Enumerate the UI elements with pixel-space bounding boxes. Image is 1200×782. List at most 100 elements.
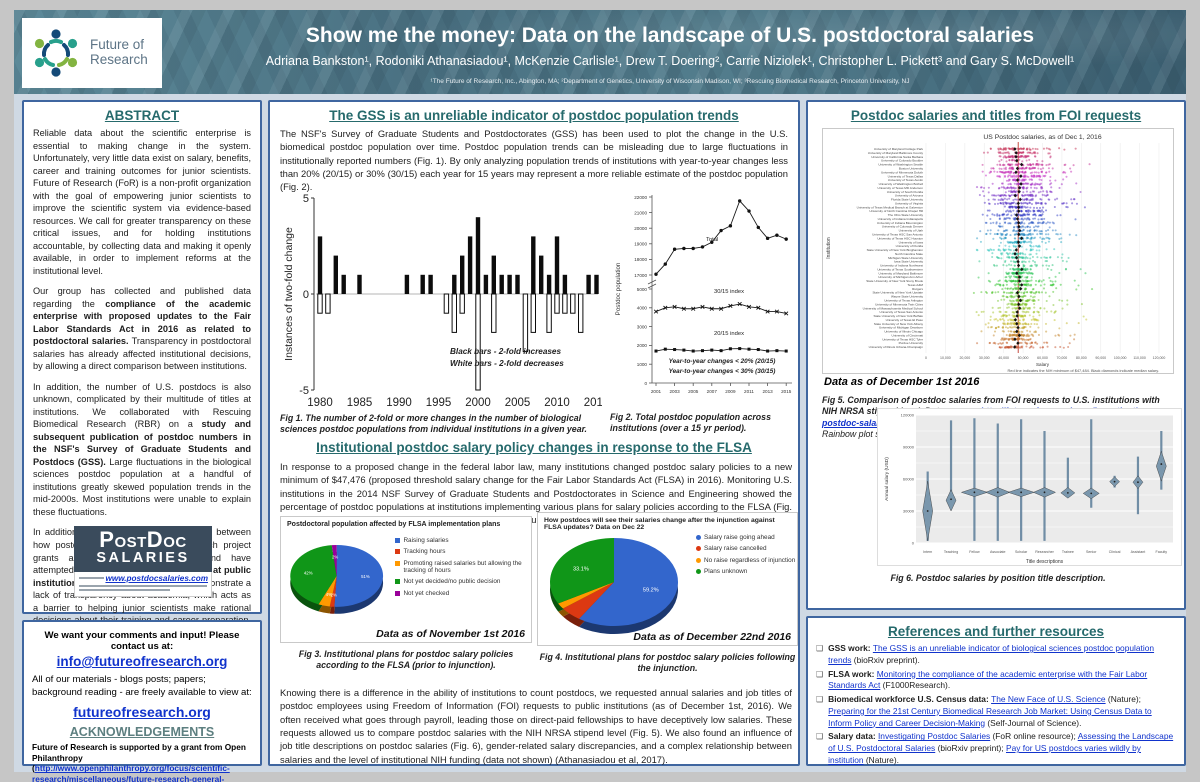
- fine-print-line: [79, 588, 170, 591]
- fig5-data-as-of: Data as of December 1st 2016: [824, 376, 980, 388]
- svg-text:Wayne State University: Wayne State University: [891, 295, 923, 299]
- svg-text:0: 0: [303, 289, 309, 301]
- fig3-data-as-of: Data as of November 1st 2016: [376, 628, 525, 640]
- svg-text:5: 5: [303, 193, 309, 205]
- acknowledgements-text: Future of Research is supported by a gra…: [32, 742, 252, 782]
- svg-text:1995: 1995: [426, 397, 452, 409]
- inline-link[interactable]: Pay for US postdocs varies wildly by ins…: [828, 743, 1141, 765]
- svg-text:40,000: 40,000: [998, 356, 1009, 360]
- inline-link[interactable]: Assessing the Landscape of U.S. Postdoct…: [828, 731, 1174, 754]
- foi-section-heading: Postdoc salaries and titles from FOI req…: [850, 108, 1142, 123]
- abstract-paragraph: Reliable data about the scientific enter…: [33, 128, 251, 276]
- legend-item: No raise regardless of injunction: [696, 557, 795, 564]
- legend-item: Raising salaries: [395, 537, 531, 544]
- svg-text:0: 0: [644, 381, 647, 386]
- svg-text:University of Minnesota Duluth: University of Minnesota Duluth: [881, 170, 923, 174]
- svg-text:18000: 18000: [634, 257, 647, 262]
- poster-affiliations: ¹The Future of Research, Inc., Abington,…: [430, 78, 910, 85]
- fine-print-line: [79, 577, 105, 580]
- fig4-data-as-of: Data as of December 22nd 2016: [633, 631, 791, 643]
- contact-email-link[interactable]: info@futureofresearch.org: [56, 654, 228, 669]
- svg-text:59.2%: 59.2%: [643, 588, 659, 594]
- svg-text:Faculty: Faculty: [1156, 550, 1168, 554]
- legend-item: Plans unknown: [696, 568, 795, 575]
- svg-text:110,000: 110,000: [1133, 356, 1145, 360]
- svg-text:90000: 90000: [903, 445, 915, 450]
- svg-text:University of Texas HSC Housto: University of Texas HSC Houston: [877, 236, 923, 240]
- postdocsalaries-link[interactable]: www.postdocsalaries.com: [105, 573, 208, 583]
- svg-text:University of Texas MD Anderso: University of Texas MD Anderson: [877, 186, 923, 190]
- svg-text:The Ohio State University: The Ohio State University: [888, 213, 924, 217]
- checkbox-icon: ❑: [816, 669, 824, 679]
- inline-link[interactable]: Preparing for the 21st Century Biomedica…: [828, 705, 1152, 728]
- svg-text:Florida State University: Florida State University: [891, 198, 923, 202]
- inline-link[interactable]: Investigating Postdoc Salaries: [877, 731, 991, 742]
- svg-text:Annual salary (USD): Annual salary (USD): [884, 457, 890, 501]
- svg-text:80,000: 80,000: [1076, 356, 1087, 360]
- gss-section-heading: The GSS is an unreliable indicator of po…: [329, 108, 739, 123]
- legend-item: Not yet decided/no public decision: [395, 578, 531, 585]
- svg-text:Trainee: Trainee: [1062, 550, 1074, 554]
- svg-text:University of Texas HSC Tyler: University of Texas HSC Tyler: [882, 337, 923, 341]
- svg-text:US Postdoc salaries, as of Dec: US Postdoc salaries, as of Dec 1, 2016: [983, 134, 1101, 141]
- gss-section-body: The NSF's Survey of Graduate Students an…: [280, 128, 788, 193]
- checkbox-icon: ❑: [816, 732, 824, 742]
- svg-text:30,000: 30,000: [979, 356, 990, 360]
- svg-text:Year-to-year changes < 20% (20: Year-to-year changes < 20% (20/15): [669, 358, 776, 365]
- svg-text:University of Texas El Paso: University of Texas El Paso: [886, 318, 924, 322]
- svg-text:20/15 index: 20/15 index: [714, 331, 744, 337]
- inline-link[interactable]: The GSS is an unreliable indicator of bi…: [828, 643, 1155, 665]
- svg-text:Title descriptions: Title descriptions: [1026, 559, 1064, 565]
- abstract-panel: ABSTRACT Reliable data about the scienti…: [22, 100, 262, 675]
- svg-text:Total: Total: [706, 237, 718, 243]
- inline-link[interactable]: http://www.openphilanthropy.org/focus/sc…: [32, 763, 230, 782]
- poster-authors: Adriana Bankston¹, Rodoniki Athanasiadou…: [265, 54, 1075, 68]
- svg-text:State University of New York A: State University of New York Albany: [874, 322, 924, 326]
- fig4-pie-chart: 59.2% 33.1%: [550, 538, 678, 634]
- legend-item: Salary raise going ahead: [696, 534, 795, 541]
- svg-text:White bars - 2-fold decreases: White bars - 2-fold decreases: [450, 359, 564, 368]
- svg-text:University of Massachusetts Me: University of Massachusetts Medical Scho…: [863, 306, 924, 310]
- svg-text:2005: 2005: [505, 397, 531, 409]
- svg-text:2009: 2009: [725, 389, 736, 394]
- figure2: 22000 21000 20000 19000 18000 17000 5000 4000 30…: [610, 187, 798, 435]
- svg-text:State University of New York B: State University of New York Buffalo: [874, 314, 924, 318]
- svg-text:2005: 2005: [688, 389, 699, 394]
- svg-text:2%: 2%: [332, 554, 338, 559]
- svg-text:19000: 19000: [634, 242, 647, 247]
- inline-link[interactable]: The New Face of U.S. Science: [991, 694, 1106, 705]
- svg-text:100,000: 100,000: [1114, 356, 1127, 360]
- svg-text:3000: 3000: [637, 324, 648, 329]
- svg-text:Assistant: Assistant: [1131, 550, 1146, 554]
- svg-text:Michigan State University: Michigan State University: [888, 256, 923, 260]
- svg-text:1990: 1990: [386, 397, 412, 409]
- fig6-caption: Fig 6. Postdoc salaries by position titl…: [890, 573, 1106, 583]
- svg-text:2013: 2013: [762, 389, 773, 394]
- fig1-caption: Fig 1. The number of 2-fold or more chan…: [280, 413, 587, 435]
- inline-link[interactable]: Monitoring the compliance of the academi…: [828, 668, 1148, 691]
- svg-text:60,000: 60,000: [1037, 356, 1048, 360]
- poster: Future of Research Show me the money: Da…: [14, 10, 1186, 782]
- svg-text:30/15 index: 30/15 index: [714, 289, 744, 295]
- legend-item: Not yet checked: [395, 590, 531, 597]
- svg-text:60000: 60000: [903, 477, 915, 482]
- contact-line2: All of our materials - blogs posts; pape…: [32, 674, 252, 698]
- fig2-line-chart: 2200021000200001900018000170005000400030…: [615, 195, 792, 394]
- svg-text:2001: 2001: [651, 389, 662, 394]
- figure4: How postdocs will see their salaries cha…: [537, 512, 798, 646]
- svg-text:2000: 2000: [637, 343, 648, 348]
- logo-line1: Future of: [90, 37, 145, 53]
- svg-text:Fellow: Fellow: [969, 550, 980, 554]
- svg-text:University of Virginia: University of Virginia: [895, 201, 923, 205]
- svg-text:50,000: 50,000: [1018, 356, 1029, 360]
- website-link[interactable]: futureofresearch.org: [73, 703, 211, 720]
- svg-text:Instances of two-fold change: Instances of two-fold change: [283, 227, 295, 361]
- postdoc-salaries-logo-line2: SALARIES: [96, 549, 190, 566]
- svg-text:4000: 4000: [637, 306, 648, 311]
- checkbox-icon: ❑: [816, 695, 824, 705]
- svg-text:Postdoc population: Postdoc population: [615, 262, 622, 315]
- svg-text:University of North Carolina C: University of North Carolina Chapel Hill: [869, 209, 923, 213]
- figure6: 0 30000 60000 90000 120000 Annual salary (USD…: [877, 408, 1182, 566]
- svg-text:University of Colorado Denver: University of Colorado Denver: [882, 225, 923, 229]
